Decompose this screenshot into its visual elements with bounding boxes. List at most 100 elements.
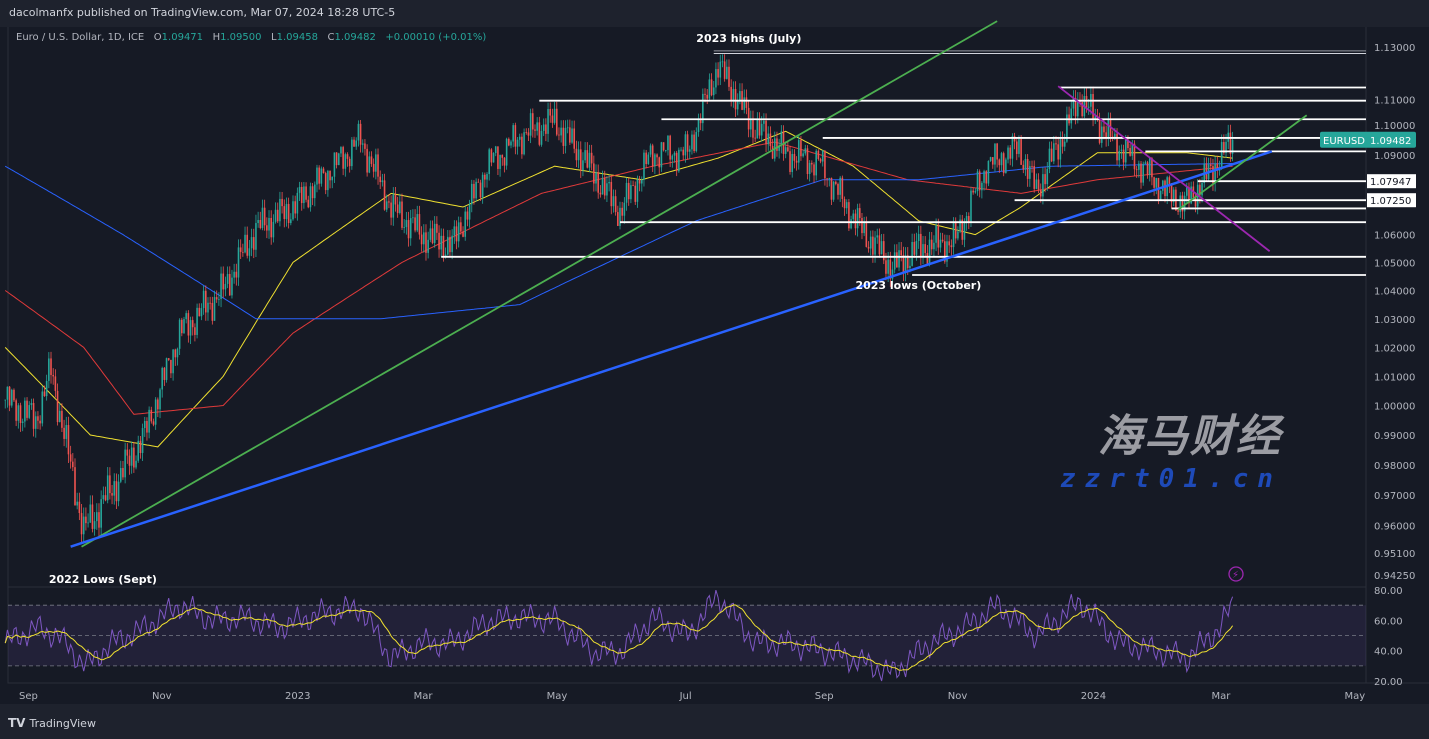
candle-body (412, 217, 414, 219)
candle-body (1142, 163, 1144, 183)
candle-body (667, 135, 669, 151)
level-price-label-bg (1367, 193, 1416, 208)
candle-body (146, 421, 148, 433)
price-tick-label: 1.02000 (1374, 343, 1415, 354)
candle-body (72, 461, 74, 468)
candle-body (484, 174, 486, 180)
candle-body (1159, 190, 1162, 201)
time-tick-label: 2024 (1081, 691, 1106, 702)
candle-body (521, 136, 523, 155)
candle-body (706, 94, 708, 99)
candle-body (856, 208, 859, 229)
tradingview-logo[interactable]: TV TradingView (8, 716, 96, 730)
candle-body (215, 297, 218, 300)
price-tick-label: 1.01000 (1374, 372, 1415, 383)
candle-body (1116, 133, 1118, 161)
candle-body (1122, 149, 1125, 163)
candle-body (1164, 180, 1166, 197)
candle-body (191, 320, 194, 328)
candle-body (1216, 163, 1219, 171)
candle-body (270, 217, 272, 238)
candle-body (909, 265, 911, 269)
candle-body (460, 222, 462, 232)
candle-body (104, 495, 107, 501)
candle-body (505, 138, 508, 166)
candle-body (874, 237, 876, 255)
candle-body (109, 475, 111, 494)
candle-body (224, 283, 227, 290)
candle-body (1205, 163, 1208, 180)
price-tick-label: 1.13000 (1374, 43, 1415, 54)
candle-body (242, 251, 244, 253)
candle-body (963, 222, 966, 240)
candle-body (93, 521, 96, 529)
candle-body (625, 182, 628, 203)
candle-body (920, 233, 922, 258)
candle-body (468, 204, 471, 220)
candle-body (590, 152, 593, 164)
candle-body (885, 260, 887, 274)
candle-body (876, 235, 879, 238)
candle-body (124, 449, 126, 478)
candle-body (612, 196, 615, 207)
candle-body (760, 123, 763, 136)
candle-body (654, 154, 656, 167)
candle-body (372, 163, 375, 172)
price-tick-label: 1.04000 (1374, 286, 1415, 297)
candle-body (569, 127, 571, 143)
candle-body (394, 194, 397, 205)
candle-body (344, 154, 347, 169)
candle-body (390, 202, 392, 218)
candle-body (318, 167, 320, 184)
candle-body (510, 141, 512, 146)
candle-body (1138, 163, 1140, 170)
candle-body (784, 147, 787, 154)
chart-area[interactable] (0, 27, 1429, 704)
candle-body (287, 203, 290, 224)
candle-body (355, 140, 358, 147)
candle-body (669, 135, 671, 160)
candle-body (316, 167, 318, 185)
candle-body (514, 125, 517, 147)
candle-body (564, 127, 567, 146)
candle-body (96, 512, 98, 522)
price-chart[interactable]: 1.07947 1.07250 2023 highs (July) 2023 lows… (0, 0, 1429, 705)
change-value: +0.00010 (+0.01%) (385, 32, 487, 43)
open-value: 1.09471 (161, 32, 204, 43)
candle-body (811, 162, 813, 165)
time-tick-label: Sep (815, 691, 834, 702)
candle-body (573, 128, 576, 149)
time-tick-label: Mar (414, 691, 434, 702)
candle-body (139, 440, 142, 454)
candle-body (750, 118, 752, 130)
candle-body (213, 297, 216, 321)
candle-body (643, 152, 645, 180)
candle-body (638, 179, 641, 184)
price-tick-label: 0.99000 (1374, 431, 1415, 442)
candle-body (647, 154, 650, 165)
candle-body (1048, 148, 1051, 169)
candle-body (231, 277, 233, 296)
price-tick-label: 1.09000 (1374, 151, 1415, 162)
candle-body (1020, 139, 1022, 165)
candle-body (442, 235, 445, 256)
candle-body (767, 133, 770, 145)
candle-body (704, 93, 706, 95)
candle-body (307, 199, 310, 208)
candle-body (582, 160, 584, 171)
candle-body (1194, 197, 1197, 207)
rsi-tick-label: 20.00 (1374, 677, 1403, 688)
candle-body (30, 403, 33, 406)
candle-body (802, 153, 804, 157)
candle-body (771, 146, 774, 159)
candle-body (187, 313, 190, 336)
candle-body (902, 255, 905, 273)
candle-body (311, 186, 314, 199)
candle-body (320, 168, 323, 184)
candle-body (634, 185, 637, 202)
candle-body (889, 259, 892, 279)
candle-body (983, 171, 985, 183)
candle-body (824, 150, 826, 179)
candle-body (63, 427, 65, 439)
candle-body (117, 481, 120, 502)
